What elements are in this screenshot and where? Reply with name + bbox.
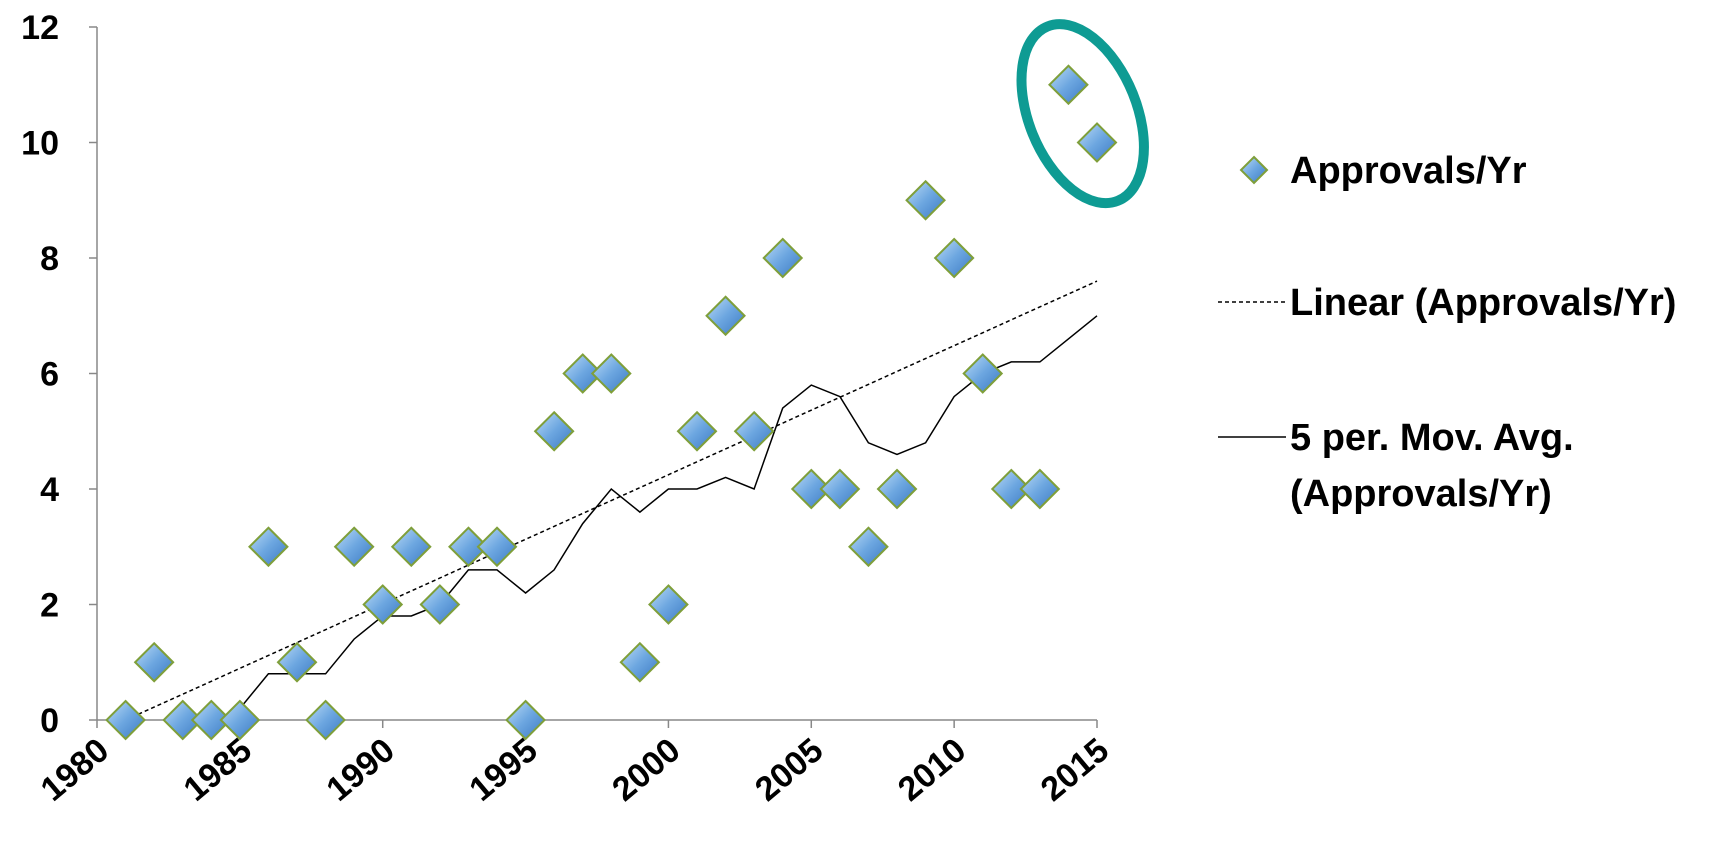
data-point (305, 699, 346, 741)
data-point (705, 295, 746, 337)
data-point (390, 526, 432, 568)
legend-label: 5 per. Mov. Avg. (1290, 417, 1574, 459)
data-point (333, 526, 375, 568)
data-point (190, 699, 232, 741)
legend-label: (Approvals/Yr) (1290, 473, 1552, 515)
x-tick-label: 2000 (605, 731, 687, 809)
data-point (248, 526, 289, 568)
data-point (933, 237, 975, 279)
x-tick-label: 2005 (748, 731, 830, 809)
x-tick-label: 1990 (319, 731, 401, 809)
data-point (790, 468, 832, 510)
y-tick-label: 2 (40, 587, 59, 625)
data-point (1019, 468, 1061, 510)
data-point (362, 584, 404, 625)
data-point (676, 410, 718, 452)
data-point (219, 699, 261, 741)
data-point (762, 237, 804, 279)
data-point (619, 641, 661, 683)
y-tick-label: 10 (21, 125, 59, 163)
legend: Approvals/Yr Linear (Approvals/Yr) 5 per. … (1218, 150, 1676, 515)
legend-label: Linear (Approvals/Yr) (1290, 282, 1676, 324)
data-point (819, 468, 861, 510)
data-point (876, 468, 918, 510)
data-point (962, 353, 1004, 394)
series-lines (125, 280, 1098, 721)
legend-label: Approvals/Yr (1290, 150, 1527, 192)
highlight-annotation (1016, 19, 1149, 209)
data-point (448, 526, 489, 568)
data-point (590, 353, 632, 394)
data-point (505, 699, 546, 741)
data-point (990, 468, 1032, 510)
data-point (1048, 64, 1089, 106)
scatter-points (105, 64, 1118, 741)
legend-diamond-icon (1239, 155, 1269, 185)
data-point (419, 584, 461, 625)
x-tick-label: 2015 (1034, 731, 1116, 809)
x-tick-label: 1980 (34, 731, 116, 809)
y-tick-label: 4 (40, 471, 59, 509)
data-point (276, 641, 318, 683)
data-point (1076, 122, 1118, 163)
data-point (733, 410, 775, 452)
y-tick-label: 8 (40, 240, 59, 278)
data-point (848, 526, 889, 568)
data-point (533, 410, 575, 452)
data-point (162, 699, 204, 741)
trendline-linear (125, 280, 1098, 721)
axes: 0 2 4 6 8 10 12 1980 1985 1990 1995 2000 2005 2010 201… (21, 9, 1116, 809)
data-point (648, 584, 689, 625)
highlight-ellipse (1016, 19, 1149, 209)
data-point (105, 699, 146, 741)
y-tick-label: 0 (40, 702, 59, 740)
data-point (476, 526, 518, 568)
y-tick-label: 6 (40, 356, 59, 394)
data-point (133, 641, 175, 683)
x-tick-label: 1985 (177, 731, 259, 809)
x-tick-label: 1995 (462, 731, 544, 809)
data-point (562, 353, 604, 394)
x-tick-label: 2010 (891, 731, 973, 809)
data-point (905, 179, 946, 221)
y-tick-label: 12 (21, 9, 59, 47)
